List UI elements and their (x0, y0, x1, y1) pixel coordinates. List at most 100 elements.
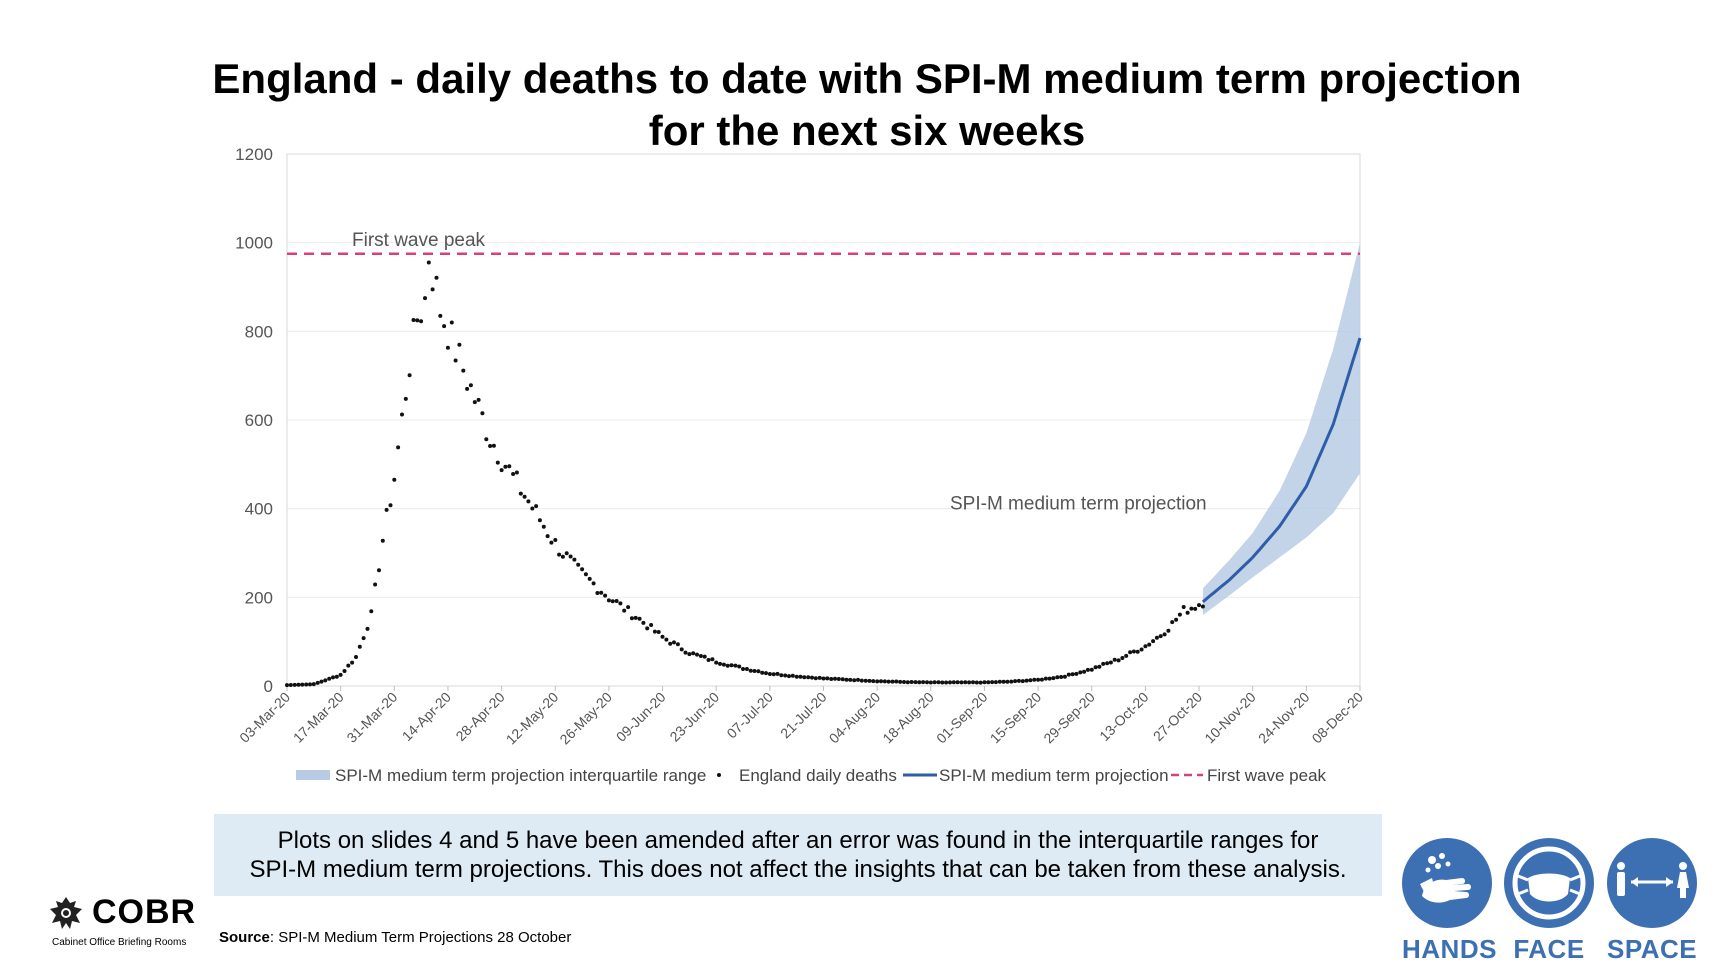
daily-death-point (323, 678, 328, 683)
daily-death-point (844, 677, 849, 682)
daily-death-point (1200, 604, 1205, 609)
daily-death-point (744, 667, 749, 671)
daily-death-point (1151, 639, 1156, 644)
daily-death-point (1124, 653, 1129, 658)
daily-death-point (767, 672, 772, 676)
daily-death-point (760, 670, 765, 675)
daily-death-point (921, 680, 926, 685)
daily-death-point (783, 673, 788, 678)
daily-death-point (403, 396, 408, 401)
first-wave-peak-label: First wave peak (352, 230, 486, 251)
hands-badge: HANDS (1402, 838, 1497, 965)
daily-death-point (1074, 671, 1079, 676)
daily-death-point (1154, 635, 1159, 640)
x-tick-label: 07-Jul-20 (723, 689, 776, 742)
chart-title-line-1: England - daily deaths to date with SPI-… (212, 55, 1522, 102)
daily-death-point (407, 373, 412, 378)
daily-death-point (553, 538, 558, 542)
daily-death-point (1039, 677, 1044, 682)
y-tick-label: 600 (245, 411, 273, 430)
daily-death-point (1047, 676, 1052, 681)
y-tick-label: 1000 (235, 234, 273, 253)
daily-death-point (848, 677, 853, 682)
daily-death-point (564, 551, 569, 556)
daily-death-point (1036, 677, 1041, 682)
face-mask-icon (1512, 846, 1586, 920)
daily-death-point (936, 680, 941, 685)
amendment-notice: Plots on slides 4 and 5 have been amende… (214, 814, 1382, 896)
daily-death-point (806, 675, 811, 680)
daily-death-point (557, 552, 562, 557)
daily-death-point (729, 663, 734, 668)
daily-death-point (507, 464, 512, 469)
daily-death-point (756, 669, 761, 674)
daily-death-point (1131, 649, 1136, 654)
daily-death-point (986, 680, 991, 685)
daily-death-point (396, 445, 401, 450)
daily-death-point (1093, 665, 1098, 670)
daily-death-point (511, 472, 516, 476)
daily-death-point (468, 383, 473, 388)
daily-death-point (990, 680, 995, 685)
daily-death-point (913, 680, 918, 685)
daily-death-point (296, 682, 301, 687)
daily-death-point (285, 683, 289, 688)
daily-death-point (779, 673, 784, 678)
x-tick-label: 15-Sep-20 (987, 689, 1045, 747)
daily-death-point (495, 460, 500, 465)
daily-death-point (974, 680, 979, 685)
daily-death-point (702, 654, 707, 659)
daily-death-point (419, 319, 424, 324)
daily-death-point (718, 661, 722, 666)
daily-death-point (652, 629, 657, 634)
social-distance-icon (1617, 862, 1689, 898)
daily-deaths-points (285, 260, 1205, 688)
daily-death-point (1174, 617, 1179, 622)
daily-death-point (668, 641, 673, 646)
daily-death-point (1016, 678, 1021, 683)
daily-death-point (423, 296, 427, 301)
daily-death-point (951, 680, 956, 685)
daily-death-point (568, 554, 573, 559)
x-tick-label: 08-Dec-20 (1309, 689, 1367, 747)
daily-death-point (541, 524, 546, 529)
daily-death-point (430, 287, 435, 292)
daily-death-point (1181, 605, 1186, 609)
daily-death-point (894, 679, 899, 684)
daily-death-point (978, 680, 983, 685)
daily-death-point (1135, 649, 1140, 654)
hands-label: HANDS (1402, 934, 1497, 964)
daily-death-point (1059, 675, 1064, 679)
daily-death-point (331, 675, 335, 680)
daily-death-point (955, 680, 960, 685)
daily-death-point (1051, 676, 1056, 681)
daily-death-point (959, 680, 964, 685)
daily-death-point (982, 680, 987, 685)
daily-death-point (1097, 664, 1102, 669)
daily-death-point (1101, 661, 1106, 666)
daily-death-point (944, 680, 949, 685)
chart-title-line-2: for the next six weeks (648, 107, 1086, 154)
x-tick-label: 26-May-20 (556, 689, 615, 748)
notice-line-1: Plots on slides 4 and 5 have been amende… (277, 827, 1319, 854)
daily-death-point (748, 668, 753, 673)
legend-swatch-dot (717, 773, 721, 777)
daily-death-point (1005, 679, 1010, 684)
cobr-subtitle: Cabinet Office Briefing Rooms (52, 937, 187, 948)
daily-death-point (863, 678, 868, 683)
daily-death-point (790, 673, 795, 678)
y-tick-label: 200 (245, 588, 273, 607)
daily-death-point (595, 591, 600, 595)
daily-death-point (614, 599, 619, 603)
daily-death-point (928, 680, 933, 685)
daily-death-point (802, 675, 807, 680)
daily-death-point (875, 679, 880, 684)
daily-death-point (1139, 647, 1144, 652)
legend-label-peak: First wave peak (1207, 766, 1327, 785)
daily-death-point (288, 683, 293, 687)
space-badge: SPACE (1607, 838, 1697, 965)
royal-crest-icon (50, 897, 82, 929)
daily-death-point (1105, 661, 1110, 666)
daily-death-point (1143, 644, 1148, 649)
daily-death-point (1197, 603, 1201, 608)
